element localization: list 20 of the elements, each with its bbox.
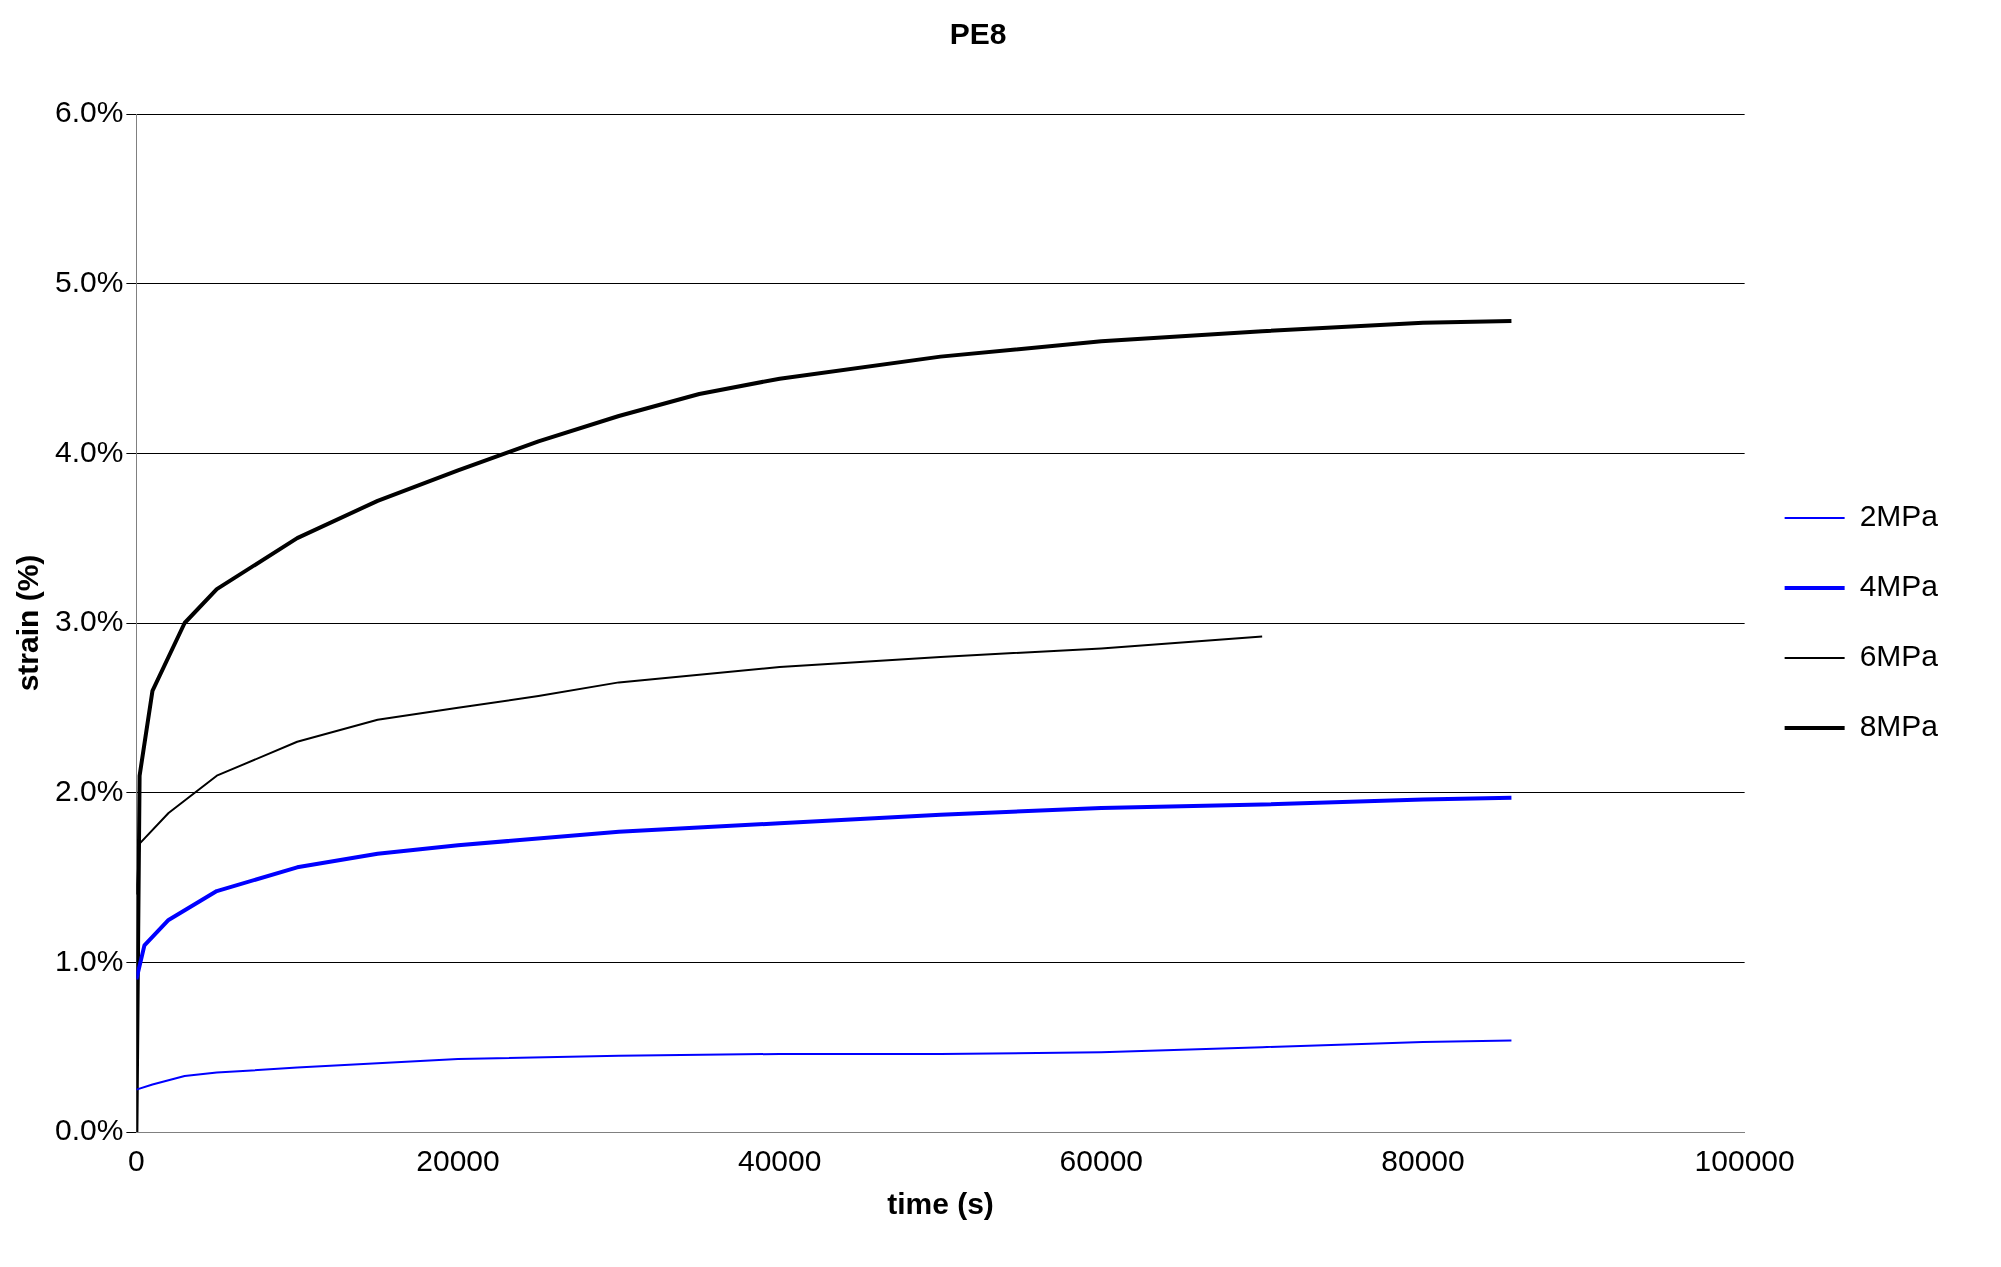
x-tick-label: 40000 (737, 1144, 822, 1178)
y-tick-label: 5.0% (54, 264, 124, 298)
x-tick-label: 20000 (416, 1144, 500, 1178)
legend-label: 6MPa (1859, 639, 1939, 673)
x-tick-label: 80000 (1381, 1144, 1465, 1178)
x-tick-label: 60000 (1059, 1144, 1144, 1178)
legend-label: 4MPa (1859, 569, 1939, 603)
legend-label: 2MPa (1859, 499, 1939, 533)
y-tick-label: 4.0% (54, 434, 124, 468)
x-tick-label: 100000 (1694, 1144, 1795, 1178)
y-axis-title: strain (%) (11, 554, 45, 692)
y-tick-label: 0.0% (54, 1113, 124, 1147)
y-tick-label: 1.0% (54, 943, 124, 977)
chart-title: PE8 (949, 17, 1007, 51)
y-tick-label: 2.0% (54, 773, 124, 807)
y-tick-label: 3.0% (54, 604, 124, 638)
x-axis-title: time (s) (887, 1187, 994, 1221)
legend-label: 8MPa (1859, 709, 1939, 743)
y-tick-label: 6.0% (54, 95, 124, 129)
x-tick-label: 0 (128, 1144, 145, 1178)
